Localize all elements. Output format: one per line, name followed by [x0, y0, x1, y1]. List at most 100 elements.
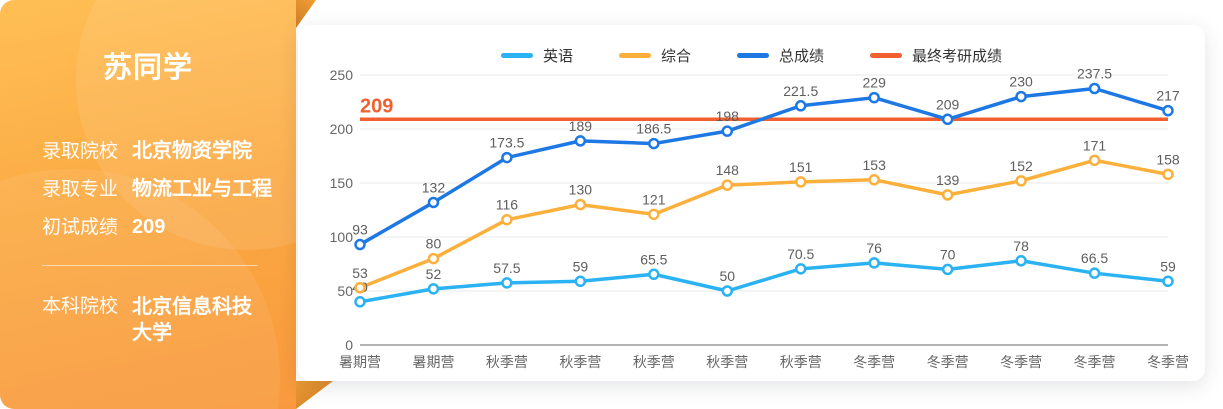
student-info-panel: 苏同学 录取院校 北京物资学院 录取专业 物流工业与工程 初试成绩 209 本科… [0, 0, 296, 409]
data-point-total [501, 151, 513, 164]
data-point-label-comprehensive: 53 [352, 265, 368, 281]
data-point-label-comprehensive: 153 [863, 157, 887, 173]
data-point-english [354, 296, 366, 308]
data-point-label-comprehensive: 80 [426, 236, 442, 252]
data-point-total [1015, 90, 1027, 103]
ribbon-fold-bottom [296, 381, 333, 409]
data-point-label-total: 209 [936, 96, 960, 112]
data-point-label-total: 189 [569, 118, 593, 134]
data-point-total [794, 100, 807, 112]
info-row-undergrad-school: 本科院校 北京信息科技 大学 [42, 294, 278, 346]
data-point-label-english: 76 [866, 240, 882, 256]
data-point-total [648, 137, 660, 150]
legend-marker-english [500, 53, 533, 58]
data-point-label-english: 59 [573, 258, 589, 274]
data-point-label-english: 50 [719, 268, 735, 284]
data-point-label-total: 173.5 [489, 135, 524, 151]
data-point-label-english: 52 [426, 266, 442, 282]
data-point-english [1015, 255, 1027, 267]
data-point-comprehensive [1088, 154, 1101, 167]
series-line-comprehensive [358, 158, 1170, 290]
data-point-label-english: 66.5 [1081, 250, 1108, 266]
data-point-label-comprehensive: 151 [789, 159, 813, 175]
data-point-label-total: 132 [422, 179, 446, 195]
data-point-label-english: 59 [1160, 258, 1176, 274]
y-axis-tick-label: 50 [337, 283, 353, 299]
x-axis-tick-label: 秋季营 [633, 354, 675, 370]
legend-item-english[interactable]: 英语 [500, 45, 573, 66]
chart-legend: 英语 综合 总成绩 最终考研成绩 [298, 45, 1205, 66]
x-axis-tick-label: 冬季营 [1074, 354, 1116, 370]
score-chart-card: 0 50 100 150 200 250 暑期营 暑期营 秋季营 秋季营 秋季营 秋季营 秋季营 冬季营 冬… [298, 25, 1205, 381]
data-point-comprehensive [648, 208, 660, 221]
data-point-total [721, 125, 734, 137]
data-point-label-english: 70 [940, 246, 956, 262]
x-axis-tick-label: 冬季营 [853, 354, 895, 370]
undergrad-school-value: 北京信息科技 大学 [132, 296, 252, 344]
data-point-comprehensive [501, 213, 513, 226]
legend-item-total[interactable]: 总成绩 [737, 45, 824, 66]
data-point-label-comprehensive: 148 [716, 162, 740, 178]
legend-item-final[interactable]: 最终考研成绩 [870, 45, 1002, 66]
legend-label-total: 总成绩 [779, 48, 825, 65]
data-point-label-english: 57.5 [493, 260, 520, 276]
data-point-label-total: 198 [716, 108, 740, 124]
data-point-comprehensive [1015, 175, 1027, 187]
data-point-label-total: 93 [352, 222, 368, 238]
data-point-label-total: 229 [863, 75, 887, 91]
preliminary-score-label: 初试成绩 [42, 217, 119, 238]
y-axis-tick-label: 0 [345, 337, 353, 353]
data-point-english [794, 263, 807, 275]
data-point-label-english: 78 [1013, 238, 1029, 254]
data-point-english [574, 275, 587, 288]
legend-marker-total [737, 53, 769, 58]
data-point-comprehensive [1162, 168, 1174, 181]
legend-label-final: 最终考研成绩 [912, 48, 1003, 65]
data-point-label-comprehensive: 116 [496, 197, 519, 213]
data-point-total [941, 113, 954, 126]
data-point-comprehensive [941, 189, 954, 201]
divider [42, 265, 258, 266]
info-row-admitted-major: 录取专业 物流工业与工程 [42, 178, 278, 201]
data-point-english [1162, 275, 1174, 288]
data-point-total [354, 238, 366, 251]
legend-marker-comprehensive [618, 53, 651, 58]
data-point-english [648, 268, 660, 281]
data-point-label-total: 221.5 [783, 83, 818, 99]
data-point-comprehensive [427, 252, 440, 265]
data-point-total [427, 196, 440, 209]
data-point-comprehensive [354, 282, 366, 294]
data-point-english [1088, 267, 1101, 279]
student-name: 苏同学 [102, 52, 193, 84]
data-point-label-comprehensive: 171 [1083, 137, 1107, 153]
x-axis-tick-label: 冬季营 [1147, 354, 1189, 370]
data-point-english [868, 257, 880, 269]
data-point-label-total: 217 [1156, 88, 1180, 104]
data-point-comprehensive [574, 198, 587, 211]
admitted-school-value: 北京物资学院 [132, 140, 252, 162]
y-axis-tick-label: 250 [330, 67, 354, 83]
legend-marker-final [870, 53, 903, 58]
data-point-total [574, 135, 587, 147]
data-point-total [1088, 82, 1101, 95]
data-point-label-total: 237.5 [1077, 66, 1112, 82]
x-axis-tick-label: 暑期营 [339, 354, 381, 370]
data-point-label-comprehensive: 152 [1009, 158, 1033, 174]
y-axis-tick-label: 150 [330, 175, 354, 191]
reference-line-label: 209 [360, 95, 393, 117]
data-point-comprehensive [794, 176, 807, 188]
x-axis-tick-label: 冬季营 [1000, 354, 1042, 370]
legend-label-english: 英语 [542, 48, 573, 65]
x-axis-tick-label: 秋季营 [706, 354, 748, 370]
info-row-admitted-school: 录取院校 北京物资学院 [42, 140, 278, 163]
x-axis-tick-label: 秋季营 [780, 354, 822, 370]
x-axis-tick-label: 秋季营 [486, 354, 528, 370]
x-axis-tick-label: 秋季营 [559, 354, 601, 370]
x-axis-tick-label: 冬季营 [927, 354, 969, 370]
data-point-label-comprehensive: 130 [569, 182, 593, 198]
y-axis-tick-label: 200 [330, 121, 354, 137]
legend-item-comprehensive[interactable]: 综合 [618, 45, 691, 66]
series-line-english [358, 259, 1170, 304]
series-line-total [358, 86, 1170, 247]
